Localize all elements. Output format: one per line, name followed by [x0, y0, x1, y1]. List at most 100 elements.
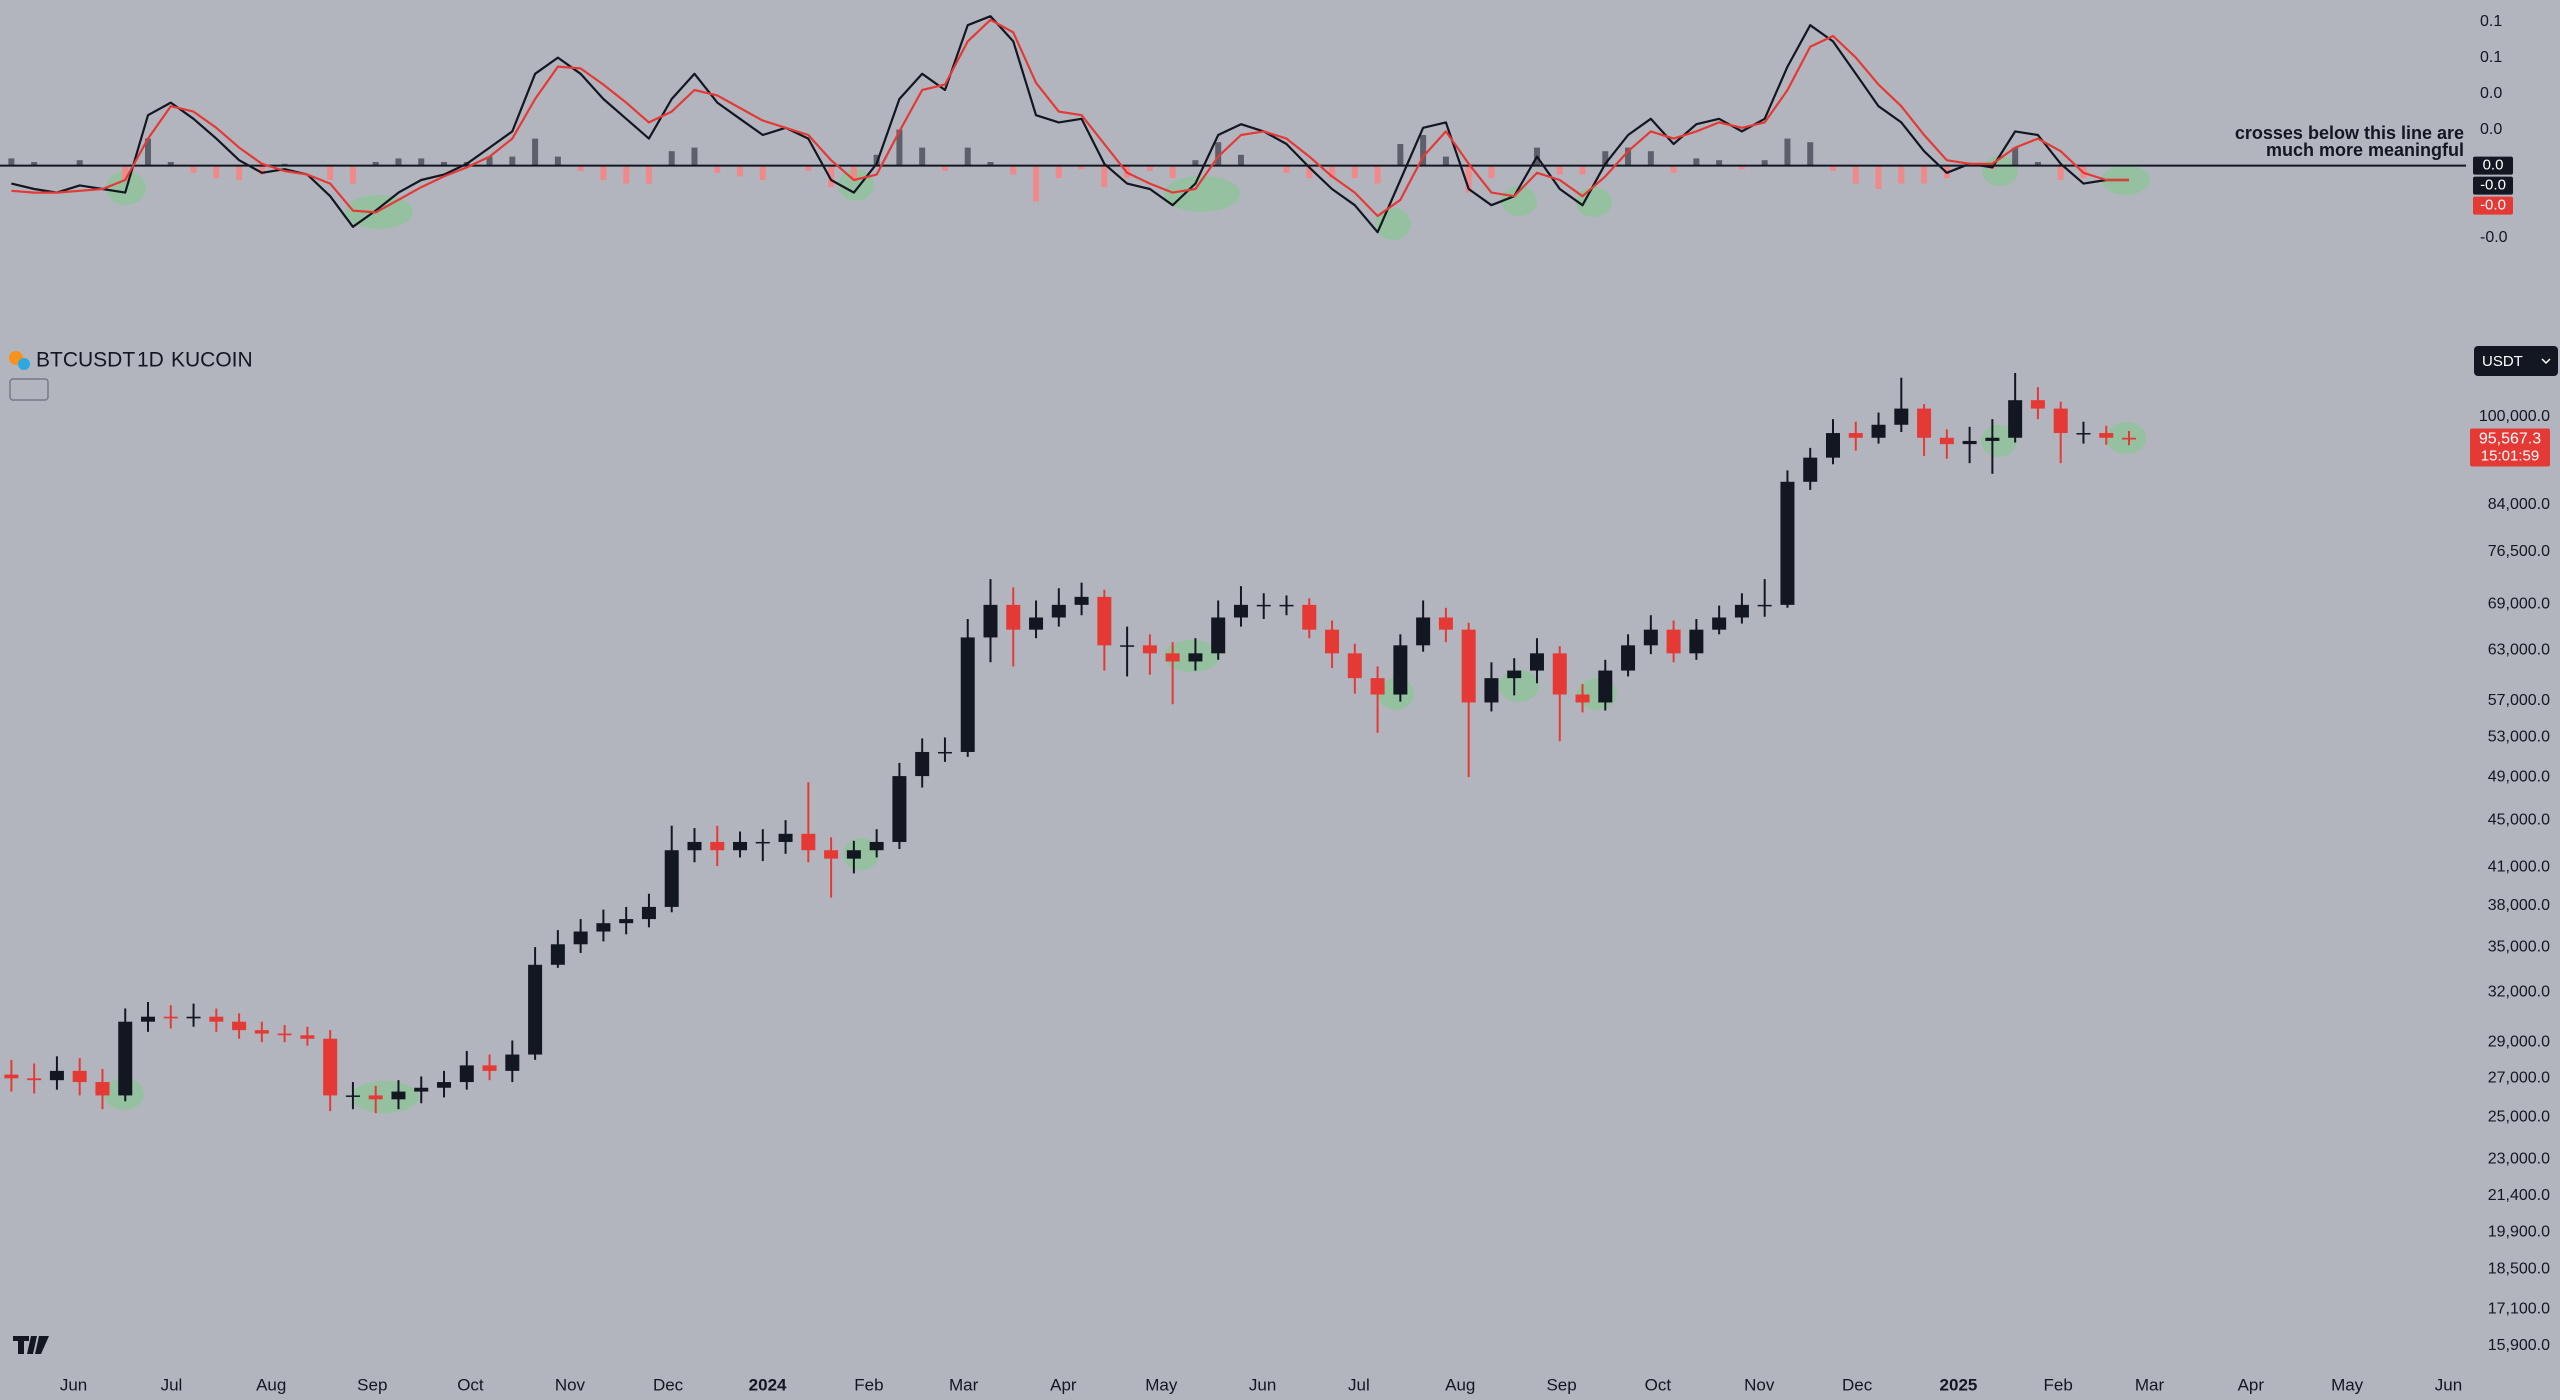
histogram-bar [691, 147, 698, 166]
x-tick-label: May [1145, 1375, 1178, 1394]
candle-body [755, 841, 770, 844]
candle-body [1552, 653, 1567, 695]
y-tick-label: 57,000.0 [2488, 692, 2550, 709]
y-tick-label: 0.0 [2480, 85, 2502, 102]
y-tick-label: 38,000.0 [2488, 897, 2550, 914]
histogram-bar [896, 129, 903, 166]
histogram-bar [1829, 165, 1836, 171]
candle-body [1985, 437, 2000, 441]
y-tick-label: 49,000.0 [2488, 768, 2550, 785]
x-tick-label: 2025 [1940, 1375, 1978, 1394]
candle-body [141, 1016, 156, 1022]
x-tick-label: Oct [457, 1375, 484, 1394]
candle-body [437, 1082, 452, 1088]
symbol: BTCUSDT [36, 349, 135, 372]
y-tick-label: 15,900.0 [2488, 1337, 2550, 1354]
annotation: much more meaningful [2266, 140, 2464, 160]
histogram-bar [1397, 144, 1404, 166]
histogram-bar [122, 165, 129, 180]
candle-body [209, 1016, 224, 1022]
histogram-bar [987, 162, 994, 166]
candle-body [2008, 400, 2023, 438]
x-tick-label: Jun [60, 1375, 87, 1394]
histogram-bar [805, 165, 812, 171]
currency-select[interactable]: USDT [2474, 346, 2558, 376]
candle-body [869, 841, 884, 851]
candle-body [619, 919, 634, 924]
histogram-bar [1146, 165, 1153, 171]
histogram-bar [1420, 135, 1427, 166]
y-tick-label: 69,000.0 [2488, 595, 2550, 612]
histogram-bar [1716, 160, 1723, 166]
histogram-bar [418, 158, 425, 166]
candle-body [1712, 617, 1727, 630]
currency[interactable]: USDT [2482, 353, 2523, 370]
candle-body [1165, 653, 1180, 662]
histogram-bar [1898, 165, 1905, 184]
value-box-label: -0.0 [2480, 177, 2506, 194]
histogram-bar [645, 165, 652, 184]
y-tick-label: 27,000.0 [2488, 1070, 2550, 1087]
candle-body [414, 1087, 429, 1092]
x-tick-label: Aug [1445, 1375, 1475, 1394]
histogram-bar [441, 162, 448, 166]
histogram-bar [8, 158, 15, 166]
candle-body [960, 637, 975, 752]
candle-body [1233, 604, 1248, 618]
candle-body [1142, 645, 1157, 654]
y-tick-label: 21,400.0 [2488, 1187, 2550, 1204]
candle-body [1939, 437, 1954, 445]
candle-body [1848, 433, 1863, 438]
tv-logo[interactable] [13, 1336, 49, 1354]
histogram-bar [509, 156, 516, 166]
histogram-bar [1670, 165, 1677, 173]
histogram-bar [828, 165, 835, 188]
candle-body [482, 1065, 497, 1071]
histogram-bar [1078, 165, 1085, 170]
candle-body [528, 964, 543, 1055]
candle-body [1666, 629, 1681, 654]
candle-body [1734, 604, 1749, 618]
histogram-bar [1807, 142, 1814, 166]
x-tick-label: Oct [1645, 1375, 1672, 1394]
candle-body [118, 1021, 133, 1096]
candle-body [846, 850, 861, 859]
y-tick-label: 76,500.0 [2488, 543, 2550, 560]
y-tick-label: 84,000.0 [2488, 496, 2550, 513]
x-tick-label: Apr [2238, 1375, 2265, 1394]
y-tick-label: 45,000.0 [2488, 811, 2550, 828]
histogram-bar [1192, 160, 1199, 166]
candle-body [505, 1054, 520, 1071]
candle-body [1029, 617, 1044, 630]
interval[interactable]: 1D [137, 349, 164, 372]
x-tick-label: Jun [2435, 1375, 2462, 1394]
histogram-bar [1761, 160, 1768, 166]
candle-body [391, 1091, 406, 1100]
histogram-bar [1738, 165, 1745, 170]
candle-body [1825, 433, 1840, 458]
candle-body [892, 776, 907, 842]
candle-body [49, 1070, 64, 1081]
histogram-bar [1556, 165, 1563, 175]
symbol-header: BTCUSDT 1D KUCOIN [9, 349, 253, 401]
histogram-bar [395, 158, 402, 166]
currency-box[interactable] [2474, 346, 2558, 376]
histogram-bar [1921, 165, 1928, 184]
candle-body [1120, 645, 1135, 647]
y-tick-label: 0.0 [2480, 121, 2502, 138]
x-tick-label: Apr [1050, 1375, 1077, 1394]
candle-body [1188, 653, 1203, 662]
candle-body [4, 1074, 19, 1079]
histogram-bar [964, 147, 971, 166]
histogram-bar [919, 147, 926, 166]
candle-body [1757, 604, 1772, 607]
histogram-bar [1625, 147, 1632, 166]
x-tick-label: Mar [949, 1375, 979, 1394]
x-tick-label: Aug [256, 1375, 286, 1394]
candle-body [824, 850, 839, 859]
candle-body [710, 841, 725, 851]
candle-body [1279, 604, 1294, 607]
histogram-bar [600, 165, 607, 180]
indicator-toggle[interactable] [9, 378, 49, 401]
